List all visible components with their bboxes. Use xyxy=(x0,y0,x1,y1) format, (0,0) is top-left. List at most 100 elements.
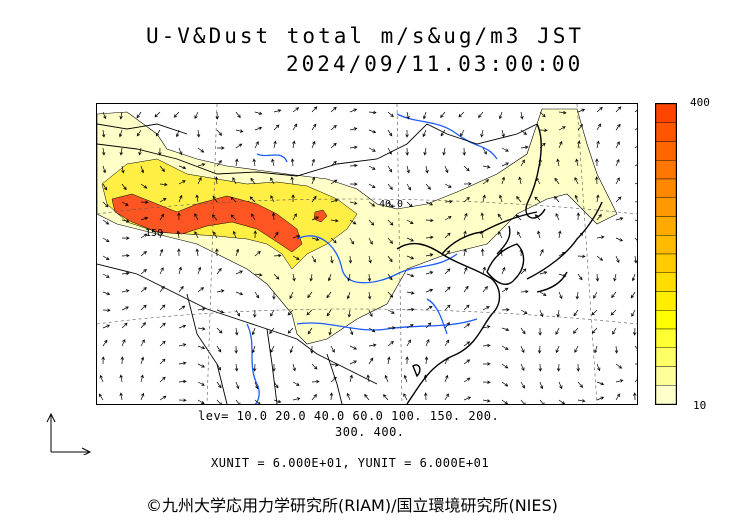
wind-arrow xyxy=(214,176,219,185)
wind-arrow xyxy=(235,158,239,167)
wind-arrow xyxy=(425,183,431,190)
wind-arrow xyxy=(292,363,296,372)
wind-arrow xyxy=(368,147,376,152)
wind-arrow xyxy=(119,374,123,383)
wind-arrow xyxy=(425,165,429,174)
wind-arrow xyxy=(235,291,244,296)
wind-arrow xyxy=(140,165,145,174)
wind-arrow xyxy=(154,111,161,118)
wind-arrow xyxy=(425,235,434,240)
wind-arrow xyxy=(463,197,470,203)
wind-arrow xyxy=(424,392,428,401)
wind-arrow xyxy=(577,273,583,281)
wind-arrow xyxy=(591,309,598,316)
wind-arrow xyxy=(615,196,622,203)
wind-arrow xyxy=(538,327,542,336)
wind-arrow xyxy=(518,176,522,185)
wind-arrow xyxy=(555,212,560,221)
wind-arrow xyxy=(330,376,337,383)
wind-arrow xyxy=(501,147,509,152)
contour-label-150: 150 xyxy=(145,228,163,239)
wind-arrow xyxy=(330,218,339,223)
wind-arrow xyxy=(558,399,565,404)
wind-arrow xyxy=(498,194,503,203)
wind-arrow xyxy=(482,362,491,366)
wind-arrow xyxy=(596,396,605,401)
wind-arrow xyxy=(349,327,354,336)
wind-arrow xyxy=(235,381,240,390)
wind-arrow xyxy=(119,392,123,401)
wind-arrow xyxy=(216,309,225,314)
color-scale-max-label: 400 xyxy=(690,96,710,109)
wind-arrow xyxy=(558,381,563,390)
wind-arrow xyxy=(235,143,243,149)
wind-arrow xyxy=(173,111,180,118)
wind-arrow xyxy=(425,218,434,223)
wind-arrow xyxy=(498,111,503,120)
wind-arrow xyxy=(271,158,275,167)
wind-arrow xyxy=(232,230,237,239)
wind-arrow xyxy=(387,326,396,330)
wind-arrow xyxy=(406,219,414,224)
contour-levels-line2: 300. 400. xyxy=(335,425,405,439)
color-scale-swatch xyxy=(655,347,677,367)
wind-arrow xyxy=(159,182,168,187)
wind-arrow xyxy=(254,399,261,404)
wind-arrow xyxy=(140,304,147,311)
wind-arrow xyxy=(349,237,354,245)
wind-arrow xyxy=(178,324,187,329)
wind-arrow xyxy=(178,398,187,402)
wind-arrow xyxy=(138,147,142,156)
wind-arrow xyxy=(251,327,256,336)
wind-arrow xyxy=(403,374,408,383)
wind-arrow xyxy=(501,287,509,293)
wind-arrow xyxy=(463,266,468,275)
wind-arrow xyxy=(537,345,542,354)
wind-arrow xyxy=(596,123,601,131)
wind-arrow xyxy=(216,289,225,293)
wind-arrow xyxy=(463,182,472,186)
wind-arrow xyxy=(178,343,187,347)
wind-arrow xyxy=(328,327,332,336)
wind-arrow xyxy=(216,146,225,150)
wind-arrow xyxy=(159,395,167,401)
wind-arrow xyxy=(197,345,206,350)
wind-arrow xyxy=(536,177,541,185)
color-scale-swatch xyxy=(655,160,677,180)
wind-arrow xyxy=(387,219,394,226)
wind-arrow xyxy=(178,147,183,156)
wind-arrow xyxy=(615,158,620,167)
wind-arrow xyxy=(346,392,351,401)
wind-arrow xyxy=(176,230,181,239)
wind-arrow xyxy=(631,273,636,282)
wind-arrow xyxy=(140,216,149,221)
wind-arrow xyxy=(159,165,165,172)
wind-arrow xyxy=(555,345,560,354)
wind-arrow xyxy=(311,158,315,167)
wind-arrow xyxy=(197,399,205,404)
wind-arrow xyxy=(406,324,414,329)
wind-arrow xyxy=(158,147,162,156)
wind-arrow xyxy=(251,345,256,354)
wind-arrow xyxy=(593,345,598,354)
wind-arrow xyxy=(311,237,320,241)
wind-arrow xyxy=(311,363,318,370)
wind-arrow xyxy=(482,343,491,348)
wind-arrow xyxy=(121,253,130,258)
color-scale-swatch xyxy=(655,122,677,142)
dust-map: 150 40.0 xyxy=(96,103,638,405)
contour-levels-line1: lev= 10.0 20.0 40.0 60.0 100. 150. 200. xyxy=(198,409,500,423)
wind-arrow xyxy=(252,158,256,167)
wind-arrow xyxy=(573,309,579,317)
wind-arrow xyxy=(254,291,260,299)
wind-arrow xyxy=(235,399,241,404)
wind-arrow xyxy=(539,128,548,133)
wind-arrow xyxy=(175,129,180,138)
wind-arrow xyxy=(596,194,600,203)
wind-arrow xyxy=(252,363,257,372)
wind-arrow xyxy=(289,345,294,354)
wind-arrow xyxy=(444,322,451,329)
wind-arrow xyxy=(574,345,579,353)
wind-arrow xyxy=(406,255,415,260)
wind-arrow xyxy=(368,237,373,245)
